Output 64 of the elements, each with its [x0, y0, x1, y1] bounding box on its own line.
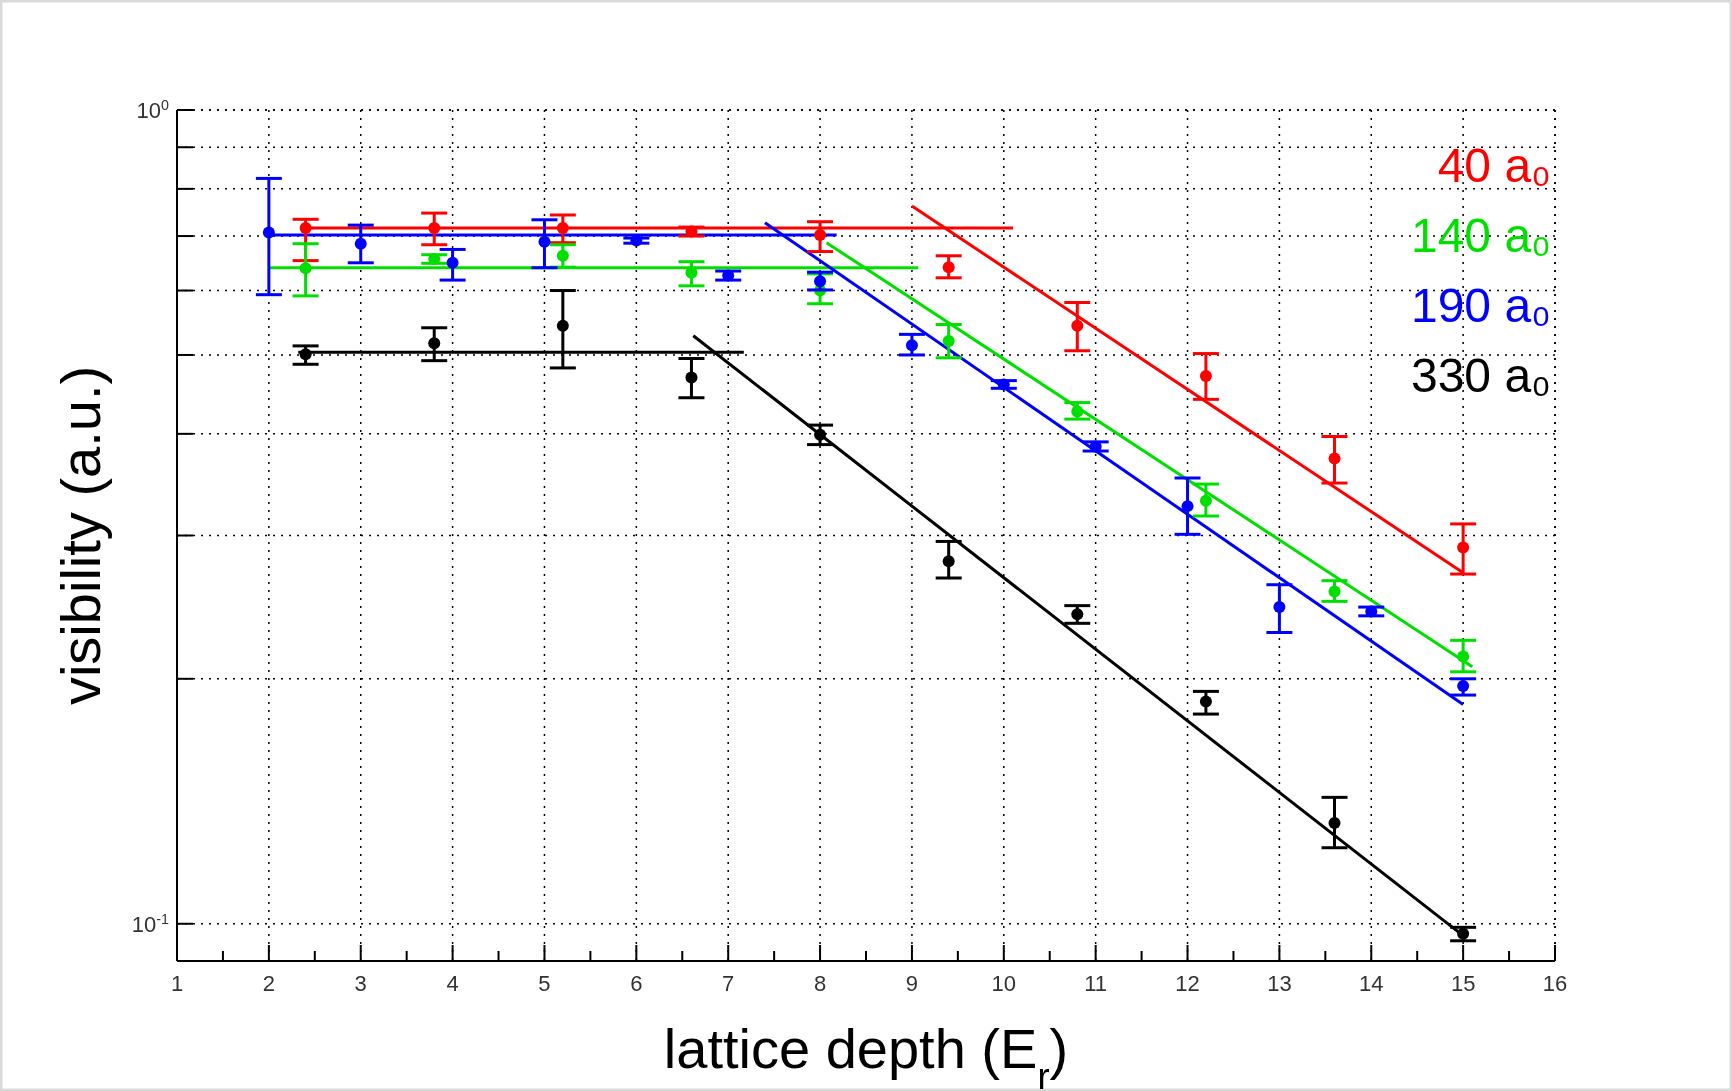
x-tick-label: 3: [354, 971, 367, 996]
x-tick-label: 13: [1267, 971, 1292, 996]
x-tick-label: 15: [1450, 971, 1476, 996]
point: [354, 237, 367, 250]
point: [1071, 319, 1084, 332]
point: [722, 269, 735, 282]
x-tick-label: 16: [1542, 971, 1568, 996]
x-tick-label: 10: [991, 971, 1017, 996]
point: [942, 261, 955, 274]
x-tick-label: 14: [1359, 971, 1384, 996]
x-tick-label: 8: [813, 971, 827, 996]
point: [814, 229, 827, 242]
point: [556, 319, 569, 332]
point: [1199, 695, 1212, 708]
point: [1089, 440, 1102, 453]
point: [1199, 494, 1212, 507]
point: [428, 222, 441, 235]
point: [1071, 608, 1084, 621]
point: [538, 235, 551, 248]
text: 140 a₀: [1410, 209, 1551, 262]
point: [814, 275, 827, 288]
text: 190 a₀: [1410, 279, 1551, 332]
point: [942, 335, 955, 348]
point: [299, 222, 312, 235]
x-tick-label: 6: [630, 971, 643, 996]
point: [942, 555, 955, 568]
x-tick-label: 7: [722, 971, 735, 996]
point: [299, 262, 312, 275]
x-axis-title: lattice depth (E$_{r}$): [663, 1017, 1069, 1091]
point: [1457, 541, 1470, 554]
point: [556, 222, 569, 235]
x-tick-label: 2: [262, 971, 275, 996]
point: [1273, 601, 1286, 614]
point: [685, 371, 698, 384]
point: [446, 256, 459, 269]
point: [1328, 585, 1341, 598]
point: [262, 226, 275, 239]
x-tick-label: 9: [905, 971, 919, 996]
point: [1328, 816, 1341, 829]
point: [1199, 370, 1212, 383]
point: [905, 339, 918, 352]
point: [997, 378, 1010, 391]
text: 40 a₀: [1437, 139, 1551, 192]
point: [428, 337, 441, 350]
x-tick-label: 12: [1175, 971, 1200, 996]
x-tick-label: 4: [446, 971, 459, 996]
point: [685, 225, 698, 238]
point: [814, 428, 827, 441]
point: [428, 253, 441, 265]
x-tick-label: 11: [1084, 971, 1108, 996]
point: [1365, 605, 1378, 618]
x-tick-label: 5: [538, 971, 551, 996]
point: [1457, 679, 1470, 692]
point: [299, 348, 312, 361]
point: [1328, 452, 1341, 465]
y-axis-title: visibility (a.u.): [49, 365, 112, 706]
point: [1181, 500, 1194, 513]
y-tick-label: 10$^{0}$: [136, 97, 170, 123]
text: 330 a₀: [1410, 349, 1551, 402]
point: [1071, 405, 1084, 418]
x-tick-label: 1: [170, 971, 184, 996]
y-tick-label: 10$^{-1}$: [131, 910, 170, 937]
point: [1457, 650, 1470, 663]
point: [556, 249, 569, 262]
